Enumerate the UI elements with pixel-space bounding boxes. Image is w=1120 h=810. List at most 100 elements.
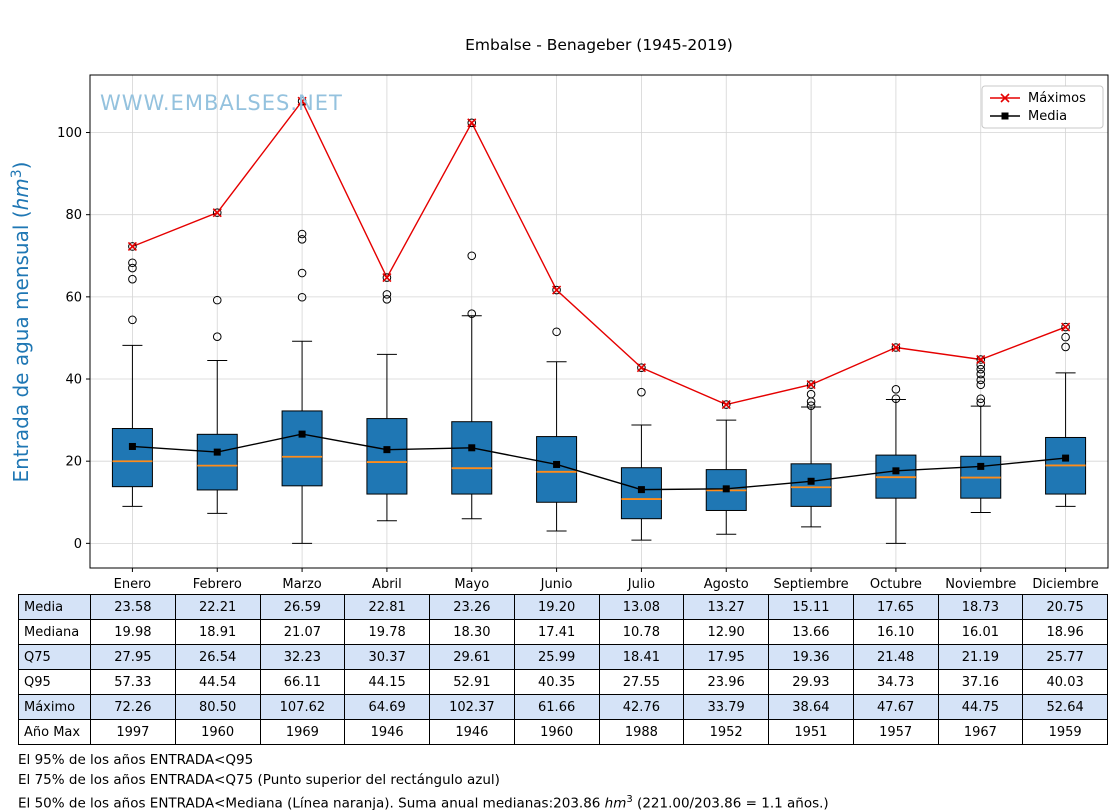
media-line [128, 430, 1070, 494]
row-label: Mediana [18, 619, 91, 645]
table-row-q75: Q75 27.95 26.54 32.23 30.37 29.61 25.99 18.41 17… [18, 644, 1108, 670]
outlier-marker [637, 387, 646, 397]
outlier-marker [297, 292, 307, 302]
x-marker-icon [721, 399, 731, 410]
table-cell: 22.81 [344, 594, 430, 620]
y-tick-label: 60 [65, 290, 82, 305]
maximos-line [127, 96, 1071, 410]
table-cell: 15.11 [768, 594, 854, 620]
table-cell: 1957 [852, 719, 939, 745]
max-outlier-marker [212, 208, 222, 217]
y-axis-label: Entrada de agua mensual (hm3) [9, 162, 33, 483]
boxplot-agosto [705, 419, 747, 535]
table-cell: 19.78 [344, 619, 430, 645]
legend-maximos-x-icon [1000, 93, 1010, 103]
max-outlier-marker [552, 285, 561, 295]
boxplot-enero [111, 258, 153, 507]
table-cell: 23.26 [429, 594, 515, 620]
x-tick-label: Febrero [193, 577, 242, 592]
table-cell: 25.77 [1022, 644, 1108, 670]
table-cell: 47.67 [852, 694, 939, 720]
table-cell: 29.93 [768, 669, 854, 695]
square-marker-icon [722, 485, 730, 493]
table-cell: 72.26 [90, 694, 176, 720]
boxplot-diciembre [1045, 332, 1087, 507]
x-marker-icon [976, 354, 986, 365]
outlier-marker [891, 394, 901, 404]
square-marker-icon [1062, 454, 1070, 462]
watermark: WWW.EMBALSES.NET [100, 91, 343, 115]
outlier-marker [806, 389, 816, 399]
outlier-marker [128, 263, 137, 273]
table-cell: 19.98 [90, 619, 176, 645]
x-tick-label: Agosto [704, 577, 749, 592]
x-tick-label: Abril [372, 577, 402, 592]
x-marker-icon [552, 285, 562, 295]
table-cell: 18.30 [429, 619, 515, 645]
square-marker-icon [213, 448, 221, 456]
max-outlier-marker [721, 400, 731, 409]
table-cell: 16.01 [937, 619, 1024, 645]
gridlines [90, 75, 1108, 568]
table-cell: 27.55 [598, 669, 685, 695]
outlier-marker [297, 235, 307, 244]
table-cell: 18.41 [598, 644, 685, 670]
outlier-marker [467, 309, 477, 318]
boxplot-febrero [196, 295, 238, 514]
max-outlier-marker [637, 363, 646, 372]
row-label: Media [18, 594, 91, 620]
x-marker-icon [891, 342, 901, 353]
plot-area: 0 20 40 60 80 100 Enero Febrero Marzo Abril Mayo Ju… [57, 74, 1109, 592]
outlier-marker [976, 364, 986, 374]
plot-border [89, 74, 1109, 569]
table-cell: 42.76 [598, 694, 685, 720]
max-outlier-marker [806, 380, 816, 389]
outlier-marker [891, 384, 901, 394]
square-marker-icon [637, 486, 645, 494]
table-cell: 1967 [937, 719, 1024, 745]
square-marker-icon [468, 444, 476, 452]
legend: Máximos Media [981, 85, 1104, 129]
max-outlier-marker [382, 273, 392, 282]
table-cell: 1951 [768, 719, 854, 745]
table-cell: 29.61 [429, 644, 515, 670]
x-tick-label: Septiembre [773, 577, 848, 592]
square-marker-icon [553, 460, 561, 468]
table-cell: 1997 [90, 719, 176, 745]
legend-media-label: Media [1028, 109, 1067, 124]
boxplot-marzo [281, 229, 323, 544]
table-cell: 27.95 [90, 644, 176, 670]
square-marker-icon [977, 462, 985, 470]
max-outlier-marker [891, 343, 901, 352]
axes: 0 20 40 60 80 100 Enero Febrero Marzo Abril Mayo Ju… [57, 126, 1099, 592]
table-row-máximo: Máximo 72.26 80.50 107.62 64.69 102.37 61.66 42… [18, 694, 1108, 720]
outlier-marker [806, 401, 816, 411]
table-cell: 10.78 [598, 619, 685, 645]
max-outlier-marker [297, 96, 307, 106]
x-tick-label: Junio [540, 577, 573, 592]
x-tick-label: Diciembre [1032, 577, 1098, 592]
table-cell: 21.19 [937, 644, 1024, 670]
stats-table: Media 23.58 22.21 26.59 22.81 23.26 19.20 13.08… [18, 594, 1108, 745]
table-cell: 18.96 [1022, 619, 1108, 645]
table-cell: 25.99 [513, 644, 600, 670]
outlier-marker [382, 295, 392, 304]
table-cell: 18.73 [937, 594, 1024, 620]
y-tick-label: 20 [65, 455, 82, 470]
chart: Embalse - Benageber (1945-2019) 0 20 40 60 8… [9, 36, 1109, 592]
table-cell: 1960 [513, 719, 600, 745]
table-cell: 23.58 [90, 594, 176, 620]
table-cell: 44.15 [344, 669, 430, 695]
table-cell: 64.69 [344, 694, 430, 720]
x-marker-icon [1061, 322, 1071, 332]
table-cell: 13.66 [768, 619, 854, 645]
table-cell: 52.64 [1022, 694, 1108, 720]
outlier-marker [1061, 332, 1070, 342]
row-label: Q95 [18, 669, 91, 695]
x-tick-label: Noviembre [945, 577, 1016, 592]
boxplot-mayo [451, 251, 493, 520]
outlier-marker [382, 290, 392, 299]
outlier-marker [212, 295, 222, 305]
max-outlier-marker [467, 118, 477, 128]
outlier-marker [976, 369, 986, 379]
